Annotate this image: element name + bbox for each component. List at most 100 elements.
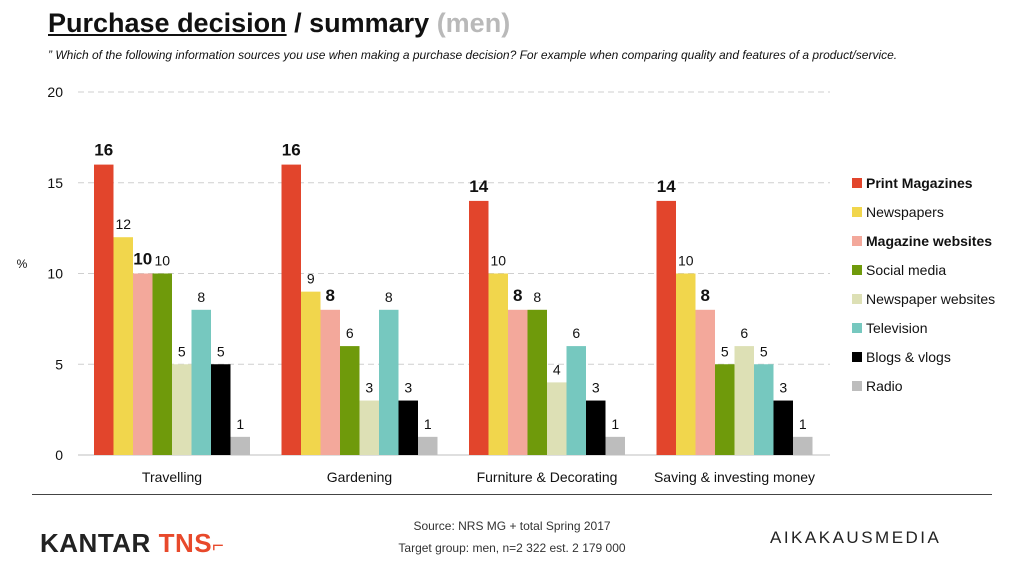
bar bbox=[527, 309, 547, 455]
data-label: 1 bbox=[799, 416, 807, 432]
bar bbox=[211, 364, 231, 455]
bar bbox=[340, 346, 360, 455]
bar bbox=[418, 436, 438, 455]
legend-swatch bbox=[852, 207, 862, 217]
data-label: 5 bbox=[721, 343, 729, 359]
data-label: 8 bbox=[701, 286, 710, 305]
data-label: 5 bbox=[760, 343, 768, 359]
bar bbox=[734, 346, 754, 455]
target-group-text: Target group: men, n=2 322 est. 2 179 00… bbox=[398, 541, 626, 555]
data-label: 1 bbox=[424, 416, 432, 432]
data-label: 8 bbox=[326, 286, 335, 305]
question-subtitle: ” Which of the following information sou… bbox=[48, 48, 898, 62]
bar bbox=[379, 309, 399, 455]
y-tick-label: 0 bbox=[55, 447, 63, 463]
legend-swatch bbox=[852, 178, 862, 188]
category-label: Furniture & Decorating bbox=[477, 469, 618, 485]
legend-label: Blogs & vlogs bbox=[866, 349, 951, 365]
legend-swatch bbox=[852, 381, 862, 391]
y-tick-label: 15 bbox=[47, 175, 63, 191]
title-main: Purchase decision bbox=[48, 8, 287, 38]
bar bbox=[152, 273, 172, 455]
bar bbox=[676, 273, 696, 455]
legend-label: Magazine websites bbox=[866, 233, 992, 249]
data-label: 16 bbox=[282, 141, 301, 160]
bar bbox=[508, 309, 528, 455]
data-label: 6 bbox=[346, 325, 354, 341]
bar bbox=[191, 309, 211, 455]
bar bbox=[566, 346, 586, 455]
bar bbox=[656, 200, 676, 455]
bar bbox=[793, 436, 813, 455]
bar bbox=[133, 273, 153, 455]
legend-swatch bbox=[852, 236, 862, 246]
bar bbox=[301, 291, 321, 455]
bar bbox=[488, 273, 508, 455]
category-label: Gardening bbox=[327, 469, 392, 485]
data-label: 8 bbox=[513, 286, 522, 305]
bar bbox=[113, 237, 133, 455]
y-tick-label: 5 bbox=[55, 356, 63, 372]
data-label: 8 bbox=[533, 289, 541, 305]
data-label: 3 bbox=[779, 380, 787, 396]
data-label: 8 bbox=[197, 289, 205, 305]
title-target-group: (men) bbox=[436, 8, 511, 38]
legend-swatch bbox=[852, 352, 862, 362]
data-label: 3 bbox=[365, 380, 373, 396]
title-separator: / summary bbox=[286, 8, 437, 38]
bar bbox=[773, 400, 793, 455]
legend-label: Newspaper websites bbox=[866, 291, 995, 307]
data-label: 5 bbox=[217, 343, 225, 359]
data-label: 9 bbox=[307, 271, 315, 287]
bar bbox=[320, 309, 340, 455]
category-label: Saving & investing money bbox=[654, 469, 815, 485]
data-label: 6 bbox=[572, 325, 580, 341]
bar bbox=[469, 200, 489, 455]
kantar-tns-logo: KANTAR TNS⌐ bbox=[40, 528, 225, 558]
aikakausmedia-logo: AIKAKAUSMEDIA bbox=[770, 528, 942, 547]
bar bbox=[715, 364, 735, 455]
data-label: 6 bbox=[740, 325, 748, 341]
bar bbox=[281, 164, 301, 455]
y-axis-label: % bbox=[17, 257, 28, 271]
data-label: 12 bbox=[115, 216, 131, 232]
data-label: 14 bbox=[657, 177, 676, 196]
legend-label: Newspapers bbox=[866, 204, 944, 220]
bar bbox=[547, 382, 567, 455]
data-label: 10 bbox=[133, 250, 152, 269]
data-label: 4 bbox=[553, 361, 561, 377]
bar bbox=[586, 400, 606, 455]
data-label: 14 bbox=[469, 177, 488, 196]
legend-label: Television bbox=[866, 320, 927, 336]
data-label: 10 bbox=[490, 253, 506, 269]
bar bbox=[605, 436, 625, 455]
data-label: 3 bbox=[404, 380, 412, 396]
data-label: 10 bbox=[154, 253, 170, 269]
bar bbox=[172, 364, 192, 455]
bar bbox=[359, 400, 379, 455]
footer-divider bbox=[32, 494, 992, 495]
bar bbox=[754, 364, 774, 455]
bar bbox=[398, 400, 418, 455]
data-label: 10 bbox=[678, 253, 694, 269]
legend-label: Social media bbox=[866, 262, 946, 278]
data-label: 16 bbox=[94, 141, 113, 160]
legend-label: Print Magazines bbox=[866, 175, 973, 191]
page-title: Purchase decision / summary (men) bbox=[48, 8, 510, 39]
data-label: 5 bbox=[178, 343, 186, 359]
y-tick-label: 20 bbox=[47, 84, 63, 100]
bar bbox=[94, 164, 114, 455]
bar bbox=[695, 309, 715, 455]
legend-swatch bbox=[852, 265, 862, 275]
source-text: Source: NRS MG + total Spring 2017 bbox=[413, 519, 611, 533]
data-label: 1 bbox=[236, 416, 244, 432]
data-label: 3 bbox=[592, 380, 600, 396]
category-label: Travelling bbox=[142, 469, 202, 485]
legend-label: Radio bbox=[866, 378, 903, 394]
y-tick-label: 10 bbox=[47, 266, 63, 282]
bar bbox=[230, 436, 250, 455]
data-label: 1 bbox=[611, 416, 619, 432]
legend-swatch bbox=[852, 294, 862, 304]
legend-swatch bbox=[852, 323, 862, 333]
